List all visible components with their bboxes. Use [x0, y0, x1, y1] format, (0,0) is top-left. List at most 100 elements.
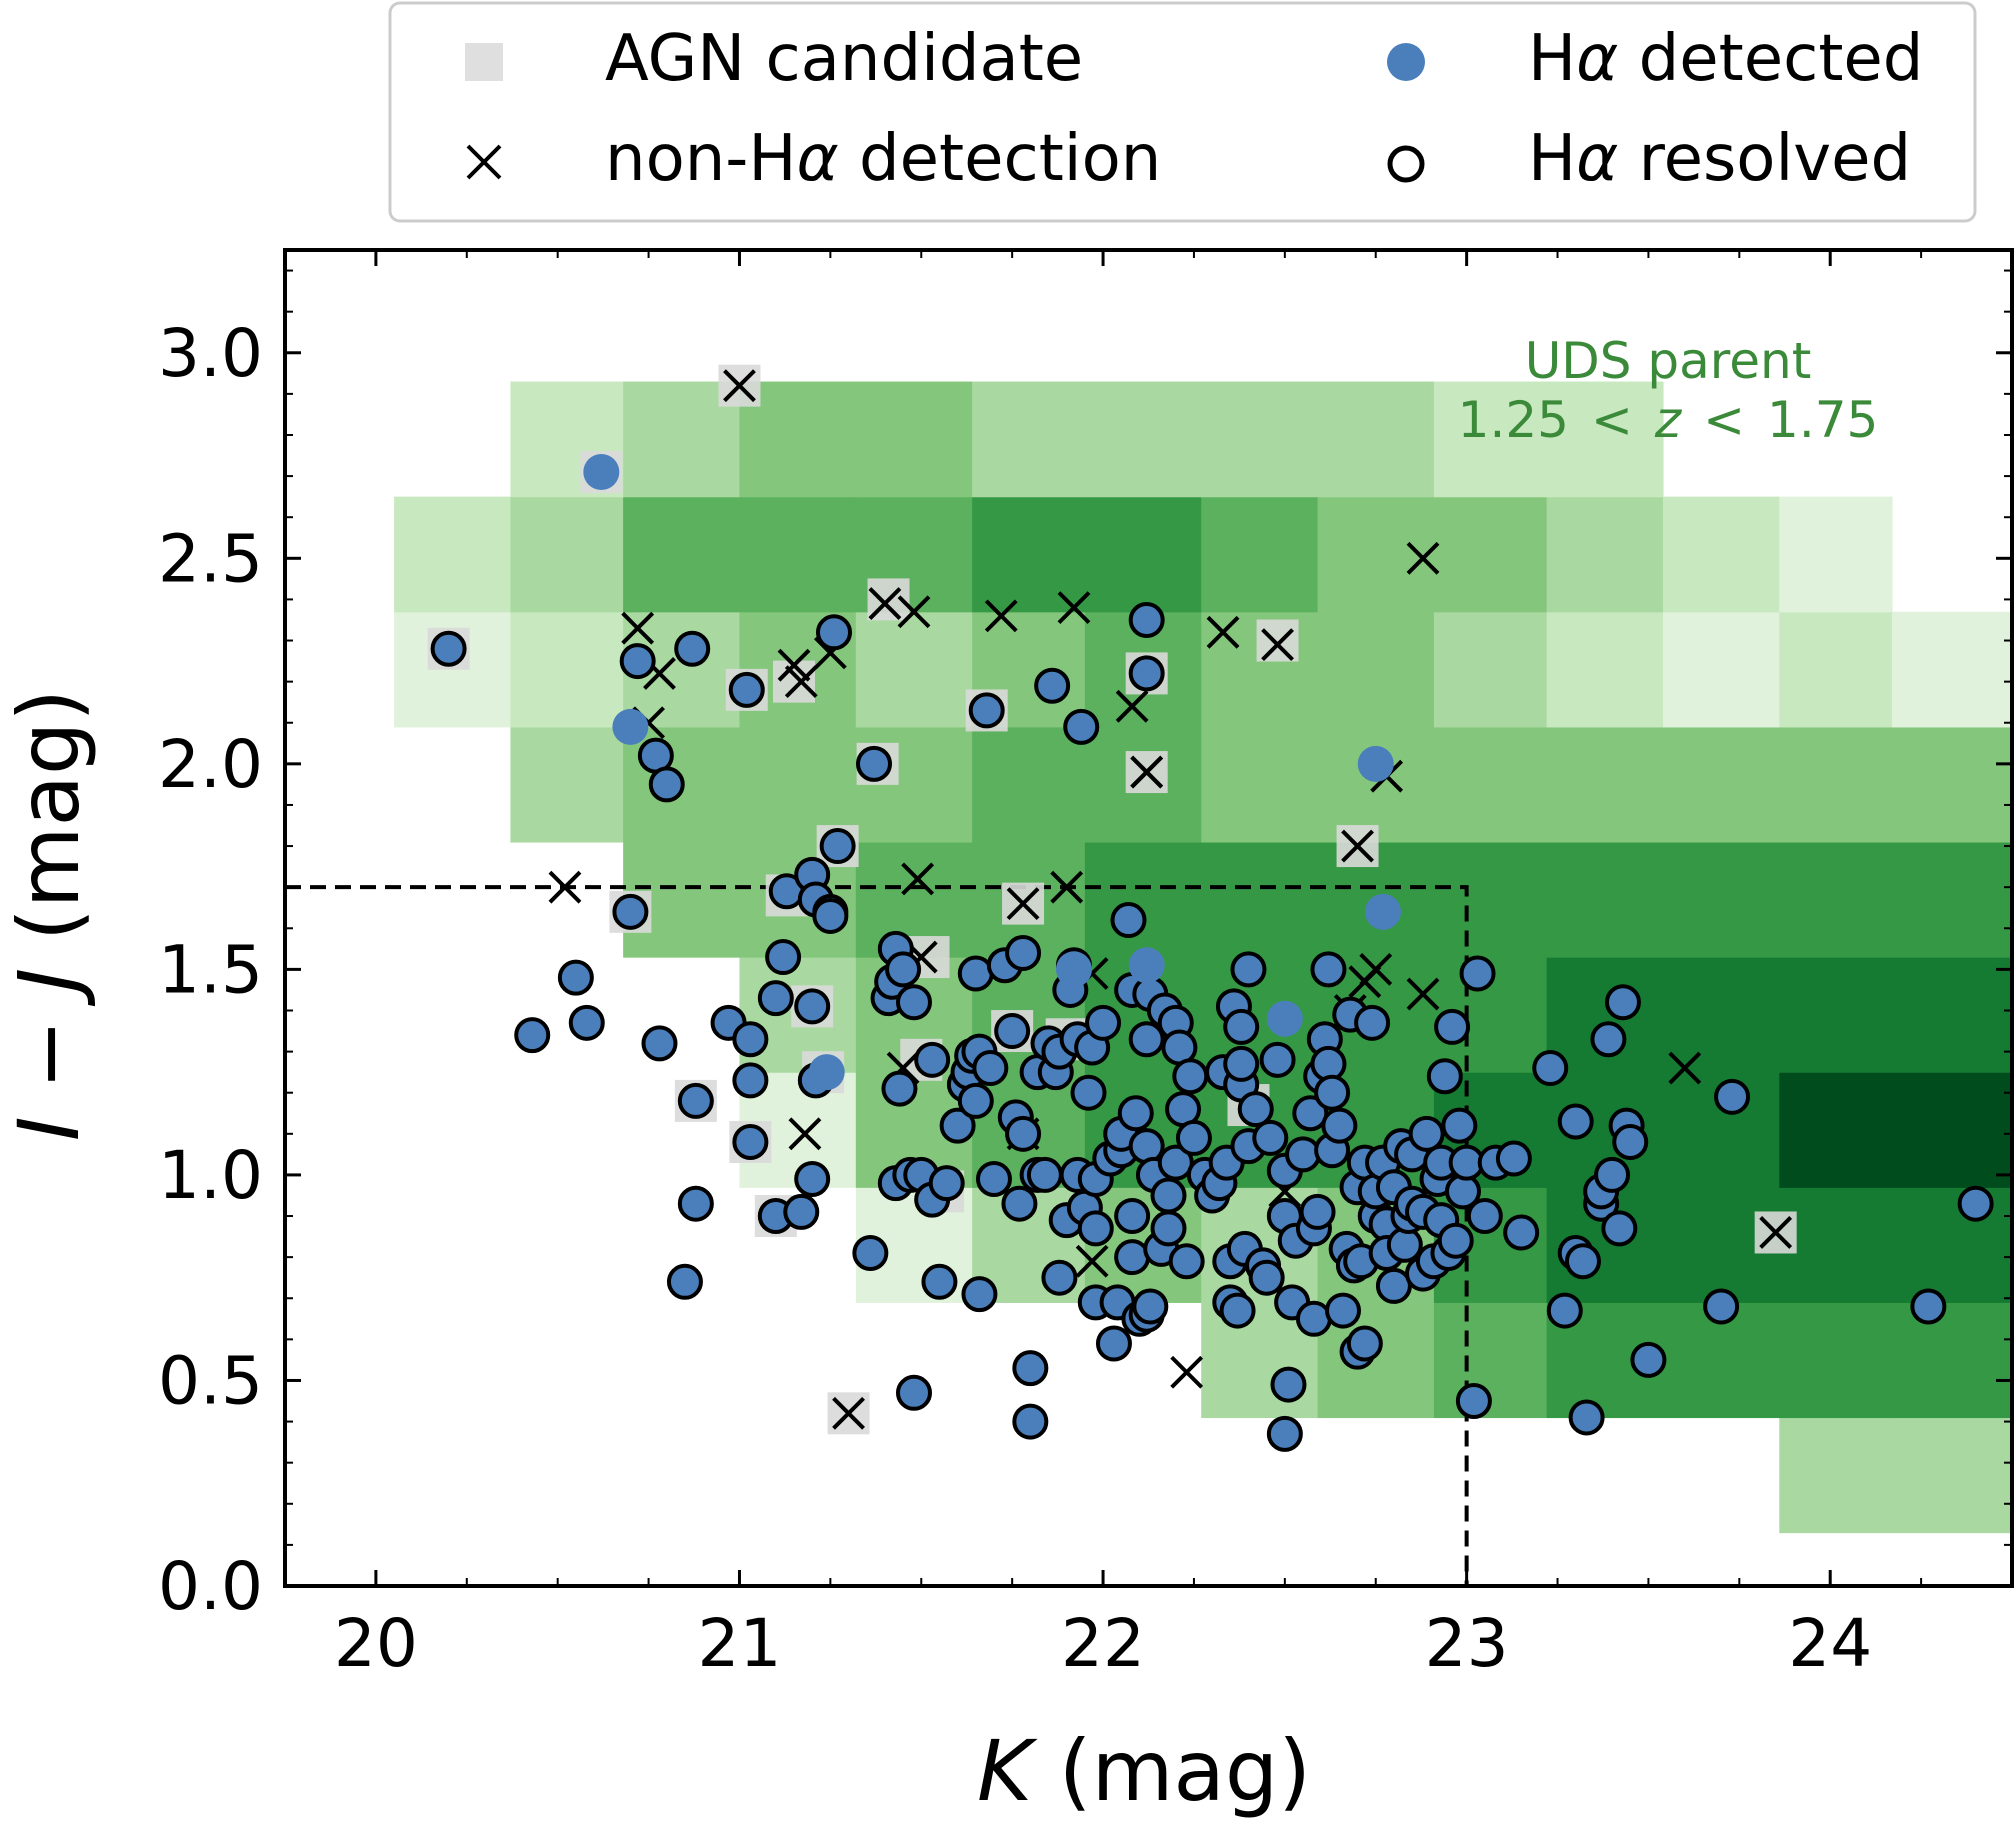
- y-tick-label: 2.5: [158, 520, 263, 597]
- heatmap-cell: [1779, 841, 1893, 958]
- heatmap-cell: [972, 496, 1086, 613]
- halpha-detected-point: [1055, 951, 1092, 988]
- annotation-redshift-range: 1.25 < z <1.75: [1458, 391, 1879, 449]
- heatmap-cell: [1433, 841, 1548, 958]
- legend-frame: [388, 1, 1977, 223]
- halpha-resolved-point: [1223, 1008, 1260, 1045]
- legend-nonha-marker: [466, 144, 502, 180]
- non-halpha-marker: [1341, 829, 1374, 863]
- heatmap-cell: [1084, 841, 1202, 958]
- heatmap-cell: [1892, 1187, 2013, 1303]
- halpha-resolved-point: [881, 1070, 918, 1107]
- halpha-resolved-point: [757, 980, 794, 1017]
- halpha-resolved-point: [1117, 1095, 1154, 1132]
- halpha-resolved-point: [1230, 951, 1267, 988]
- heatmap-cell: [1892, 611, 2013, 728]
- halpha-resolved-point: [1095, 1325, 1132, 1362]
- non-halpha-marker: [548, 870, 582, 904]
- heatmap-cell: [972, 381, 1086, 498]
- heatmap-cell: [1779, 726, 1893, 843]
- non-halpha-marker: [1759, 1216, 1793, 1249]
- legend-resolved-marker: [1387, 145, 1425, 183]
- heatmap-cell: [1084, 381, 1202, 498]
- heatmap-cell: [739, 496, 857, 613]
- halpha-resolved-point: [568, 1004, 605, 1041]
- halpha-resolved-point: [1466, 1198, 1503, 1235]
- halpha-resolved-point: [1005, 934, 1042, 971]
- halpha-resolved-point: [1503, 1214, 1540, 1251]
- heatmap-cell: [1546, 611, 1664, 728]
- halpha-detected-point: [1128, 947, 1165, 984]
- halpha-resolved-point: [1041, 1259, 1078, 1296]
- non-halpha-marker: [901, 862, 935, 896]
- halpha-resolved-point: [1630, 1341, 1667, 1378]
- non-halpha-marker: [1170, 1355, 1204, 1389]
- halpha-detected-point: [1357, 745, 1394, 782]
- heatmap-cell: [1892, 1072, 2013, 1188]
- halpha-resolved-point: [928, 1165, 965, 1202]
- halpha-resolved-point: [1346, 1325, 1383, 1362]
- halpha-resolved-point: [1128, 601, 1165, 638]
- halpha-resolved-point: [1437, 1222, 1474, 1259]
- heatmap-cell: [1662, 611, 1780, 728]
- halpha-resolved-point: [885, 951, 922, 988]
- heatmap-cell: [1779, 957, 1893, 1073]
- y-tick-label: 0.5: [158, 1342, 263, 1419]
- non-halpha-marker: [723, 369, 756, 403]
- halpha-resolved-point: [1150, 1177, 1187, 1214]
- heatmap-cell: [1546, 726, 1664, 843]
- legend-detected-label: Hα detected: [1528, 22, 1923, 96]
- heatmap-cell: [1779, 611, 1893, 728]
- halpha-resolved-point: [961, 1276, 998, 1313]
- halpha-resolved-point: [1172, 1058, 1209, 1095]
- heatmap-cell: [1892, 957, 2013, 1073]
- halpha-resolved-point: [852, 1235, 889, 1272]
- legend: AGN candidate Hα detected non-Hα detecti…: [388, 1, 1977, 223]
- parent-sample-heatmap: [394, 381, 2013, 1534]
- halpha-resolved-point: [1434, 1008, 1471, 1045]
- halpha-resolved-point: [641, 1025, 678, 1062]
- heatmap-cell: [1892, 841, 2013, 958]
- halpha-resolved-point: [1128, 1128, 1165, 1165]
- halpha-resolved-point: [1441, 1107, 1478, 1144]
- halpha-resolved-point: [921, 1263, 958, 1300]
- halpha-resolved-point: [895, 984, 932, 1021]
- halpha-resolved-markers: [430, 601, 1994, 1452]
- halpha-resolved-point: [612, 893, 649, 930]
- halpha-resolved-point: [1910, 1288, 1947, 1325]
- halpha-resolved-point: [1455, 1383, 1492, 1420]
- halpha-resolved-point: [648, 766, 685, 803]
- halpha-resolved-point: [819, 828, 856, 865]
- halpha-detected-markers: [583, 453, 1402, 1091]
- halpha-resolved-point: [968, 692, 1005, 729]
- halpha-resolved-point: [1026, 1156, 1063, 1193]
- halpha-resolved-point: [1703, 1288, 1740, 1325]
- annotation-title: UDS parent: [1525, 332, 1812, 390]
- heatmap-cell: [1779, 496, 1893, 613]
- heatmap-cell: [1433, 381, 1548, 498]
- heatmap-cell: [1779, 1302, 1893, 1419]
- heatmap-cell: [1433, 496, 1548, 613]
- legend-agn-marker: [465, 43, 503, 81]
- halpha-resolved-point: [1590, 1021, 1627, 1058]
- legend-resolved-label: Hα resolved: [1528, 122, 1911, 196]
- halpha-resolved-point: [1063, 708, 1100, 745]
- halpha-resolved-point: [677, 1185, 714, 1222]
- non-halpha-marker: [1348, 965, 1382, 999]
- non-halpha-marker: [832, 1396, 865, 1430]
- halpha-resolved-point: [1128, 655, 1165, 692]
- heatmap-cell: [1201, 381, 1319, 498]
- x-tick-label: 23: [1425, 1605, 1509, 1682]
- halpha-resolved-point: [1546, 1292, 1583, 1329]
- heatmap-cell: [855, 381, 973, 498]
- halpha-resolved-point: [1285, 1136, 1322, 1173]
- halpha-resolved-point: [674, 630, 711, 667]
- heatmap-cell: [1201, 841, 1319, 958]
- halpha-resolved-point: [1295, 1300, 1332, 1337]
- halpha-resolved-point: [1314, 1074, 1351, 1111]
- halpha-resolved-point: [1957, 1185, 1994, 1222]
- heatmap-cell: [1317, 381, 1435, 498]
- halpha-resolved-point: [1601, 1210, 1638, 1247]
- heatmap-cell: [1779, 1417, 1893, 1534]
